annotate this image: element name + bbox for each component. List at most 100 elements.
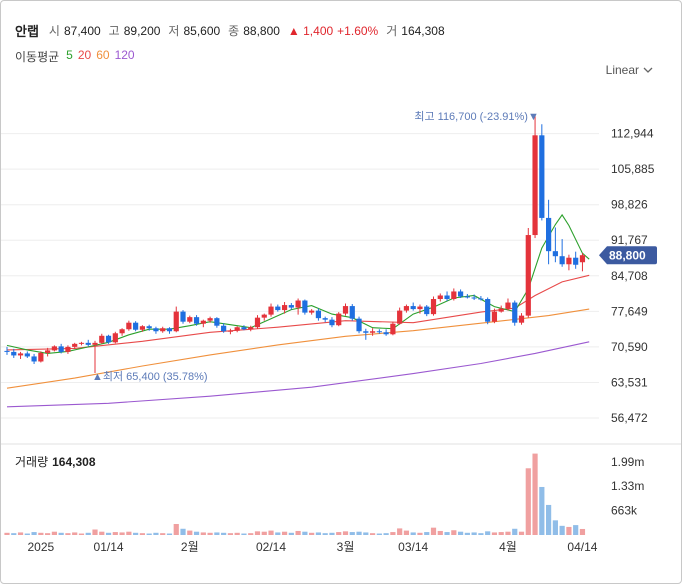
volume-bar [437,530,443,535]
candle [397,307,403,325]
volume-bar [193,531,200,535]
candle [187,315,193,324]
candle [444,291,450,302]
time-tick-label: 3월 [337,540,355,554]
candle-body [187,317,193,322]
candle [38,351,44,363]
candle [160,326,166,333]
volume-bar [160,533,166,535]
scale-dropdown[interactable]: Linear [606,63,653,77]
candle-body [193,317,200,324]
volume-bar [268,530,274,535]
volume-bar [532,453,538,535]
candle [126,320,132,331]
candle-body [45,350,51,353]
candle [261,313,267,321]
volume-bar [65,533,71,535]
candle-body [444,295,450,300]
candle-body [342,306,349,314]
candle [221,323,227,333]
candle-body [512,302,518,323]
high-annotation: 최고 116,700 (-23.91%)▼ [414,110,538,123]
volume-bar [302,531,308,535]
candle [139,325,145,332]
candle-body [281,305,288,311]
volume-bar [546,504,552,535]
volume-bar [146,533,152,535]
candle-body [491,311,498,322]
candle-body [349,306,355,319]
volume-bar [4,532,10,535]
candle [302,299,308,315]
volume-value: 164,308 [401,23,445,38]
last-price-tag: 88,800 [599,246,657,265]
volume-bar [417,532,423,535]
candle-body [221,325,227,332]
candle-body [546,217,552,252]
ma-legend-60[interactable]: 60 [96,48,110,62]
candle [288,303,294,310]
close-label: 종 [228,24,240,38]
candle [133,321,139,332]
candle [471,294,477,301]
candle [234,326,240,333]
ma-legend-20[interactable]: 20 [77,48,92,62]
candle-body [31,356,37,362]
volume-bar [248,533,254,535]
volume-bar [403,530,410,535]
volume-bar [133,532,139,535]
candle-body [309,310,315,313]
candle-body [410,306,416,310]
candle [193,315,200,326]
volume-bar [295,530,301,535]
candle-body [552,251,558,257]
candle [512,300,518,326]
candle-body [424,306,430,315]
volume-panel-title: 거래량 [15,455,49,469]
candle-body [241,327,247,330]
candle [72,342,78,349]
candle [315,308,322,321]
candle-body [261,314,267,318]
price-tick-label: 84,708 [611,269,648,283]
candle-body [38,352,44,362]
volume-panel-label: 거래량 164,308 [15,453,96,470]
candle [85,339,91,347]
candle-body [227,330,234,332]
candle [552,227,558,263]
candle-body [485,299,491,322]
candle [153,326,159,334]
volume-bar [525,468,531,535]
time-axis: 2025 01/14 2월 02/14 3월 03/14 4월 04/14 [27,540,597,554]
volume-bar [464,532,470,535]
volume-bar [24,533,30,535]
volume-bar [349,532,355,535]
volume-bar [207,532,213,535]
volume-bar [227,533,234,535]
candle-body [336,313,342,326]
volume-bar [45,533,51,535]
ma-legend-120[interactable]: 120 [114,48,135,62]
volume-bar [444,532,450,535]
candle [383,329,389,336]
candle [457,289,464,299]
ohlc-header: 안랩 시 87,400 고 89,200 저 85,600 종 88,800 ▲… [15,21,449,40]
candle [424,305,430,317]
volume-bar [356,531,362,535]
candle [112,331,118,344]
candle [92,340,98,374]
ma-legend-5[interactable]: 5 [66,48,73,62]
candle [295,298,301,315]
candle [532,114,538,239]
candle [417,304,423,314]
candle-body [160,328,166,332]
volume-bar [173,524,179,535]
candle-body [17,353,24,356]
time-tick-label: 2025 [27,540,54,554]
candle [451,288,457,301]
candle-body [478,298,484,300]
candle [241,325,247,331]
candle [505,298,511,311]
candle [11,348,17,358]
